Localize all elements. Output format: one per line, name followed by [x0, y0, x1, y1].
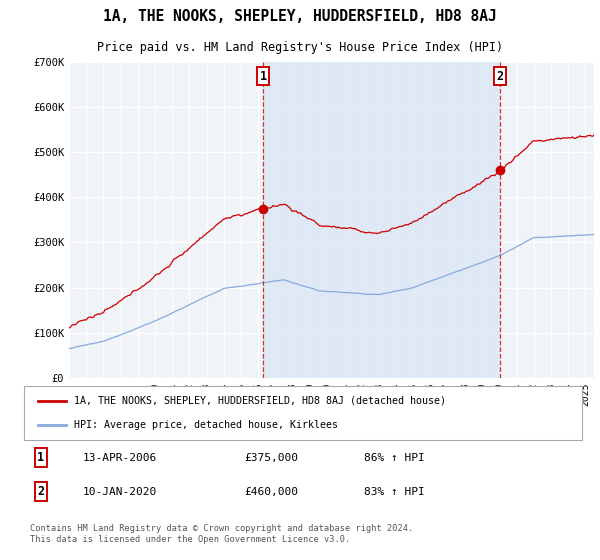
- Text: 1A, THE NOOKS, SHEPLEY, HUDDERSFIELD, HD8 8AJ: 1A, THE NOOKS, SHEPLEY, HUDDERSFIELD, HD…: [103, 9, 497, 24]
- Text: 2: 2: [496, 69, 503, 82]
- FancyBboxPatch shape: [24, 386, 582, 440]
- Text: Price paid vs. HM Land Registry's House Price Index (HPI): Price paid vs. HM Land Registry's House …: [97, 41, 503, 54]
- Text: £460,000: £460,000: [244, 487, 298, 497]
- Text: HPI: Average price, detached house, Kirklees: HPI: Average price, detached house, Kirk…: [74, 420, 338, 430]
- Text: 2: 2: [37, 485, 44, 498]
- Text: 13-APR-2006: 13-APR-2006: [83, 452, 157, 463]
- Text: 1A, THE NOOKS, SHEPLEY, HUDDERSFIELD, HD8 8AJ (detached house): 1A, THE NOOKS, SHEPLEY, HUDDERSFIELD, HD…: [74, 396, 446, 406]
- Text: 10-JAN-2020: 10-JAN-2020: [83, 487, 157, 497]
- Text: 1: 1: [260, 69, 267, 82]
- Text: Contains HM Land Registry data © Crown copyright and database right 2024.
This d: Contains HM Land Registry data © Crown c…: [29, 524, 413, 544]
- Text: 1: 1: [37, 451, 44, 464]
- Text: 86% ↑ HPI: 86% ↑ HPI: [364, 452, 425, 463]
- Bar: [263, 62, 500, 378]
- Text: 83% ↑ HPI: 83% ↑ HPI: [364, 487, 425, 497]
- Text: £375,000: £375,000: [244, 452, 298, 463]
